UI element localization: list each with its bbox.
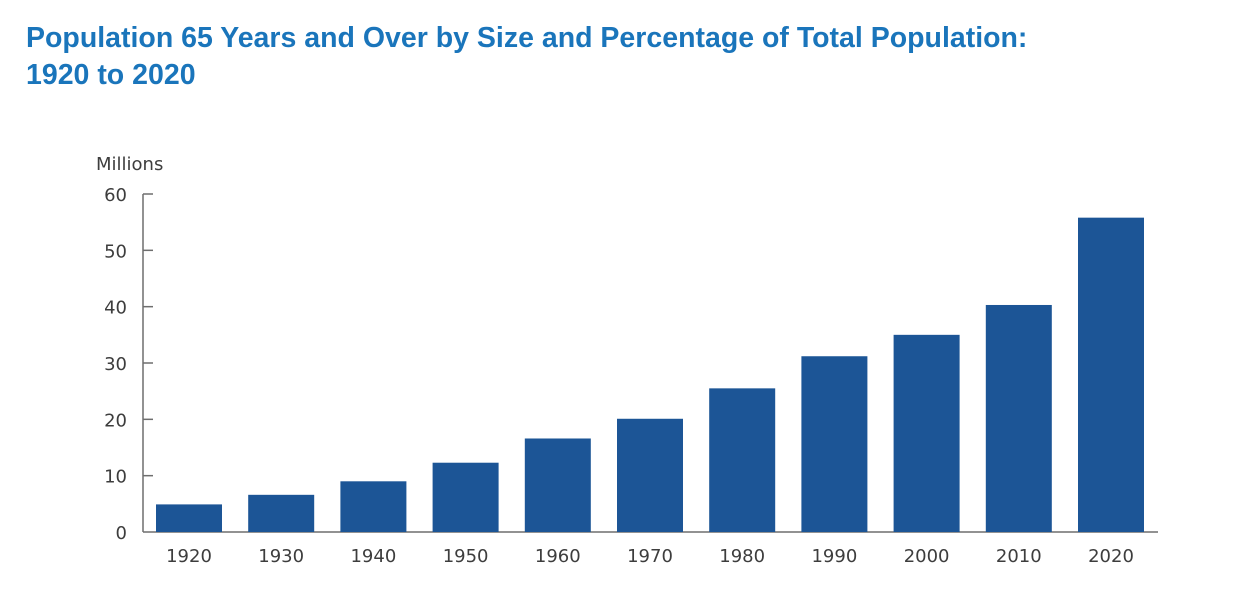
x-tick-label: 2020 — [1088, 546, 1134, 567]
bar-2000 — [893, 334, 960, 532]
x-tick-label: 1970 — [627, 546, 673, 567]
x-tick-label: 2000 — [904, 546, 950, 567]
y-tick-label: 0 — [116, 523, 127, 544]
x-tick-label: 1930 — [258, 546, 304, 567]
x-tick-label: 1980 — [719, 546, 765, 567]
chart-title-line-1: Population 65 Years and Over by Size and… — [26, 22, 1028, 54]
bar-1970 — [617, 418, 683, 532]
y-tick-label: 30 — [104, 354, 127, 375]
bar-1960 — [524, 438, 591, 532]
y-tick-label: 60 — [104, 185, 127, 206]
y-tick-label: 50 — [104, 241, 127, 262]
x-axis: 1920 1930 1940 1950 1960 1970 1980 1990 2000 2010… — [143, 531, 1158, 567]
x-tick-label: 2010 — [996, 546, 1042, 567]
x-tick-label: 1960 — [535, 546, 581, 567]
bar-2020 — [1078, 217, 1144, 532]
x-tick-label: 1940 — [350, 546, 396, 567]
y-axis-unit-label: Millions — [96, 154, 163, 175]
bar-1980 — [709, 388, 776, 532]
x-tick-label: 1920 — [166, 546, 212, 567]
bar-1920 — [156, 504, 222, 532]
bar-1950 — [432, 462, 499, 532]
x-tick-label: 1990 — [811, 546, 857, 567]
y-tick-label: 40 — [104, 298, 127, 319]
chart-title-line-2: 1920 to 2020 — [26, 59, 196, 91]
bars-group — [156, 217, 1144, 532]
x-tick-label: 1950 — [443, 546, 489, 567]
bar-1930 — [248, 494, 315, 532]
y-tick-label: 20 — [104, 410, 127, 431]
bar-1940 — [340, 481, 407, 532]
bar-2010 — [985, 304, 1052, 532]
bar-1990 — [801, 356, 868, 532]
y-tick-label: 10 — [104, 467, 127, 488]
chart-title: Population 65 Years and Over by Size and… — [26, 20, 1236, 94]
y-axis: 0 10 20 30 40 50 60 — [104, 185, 153, 544]
